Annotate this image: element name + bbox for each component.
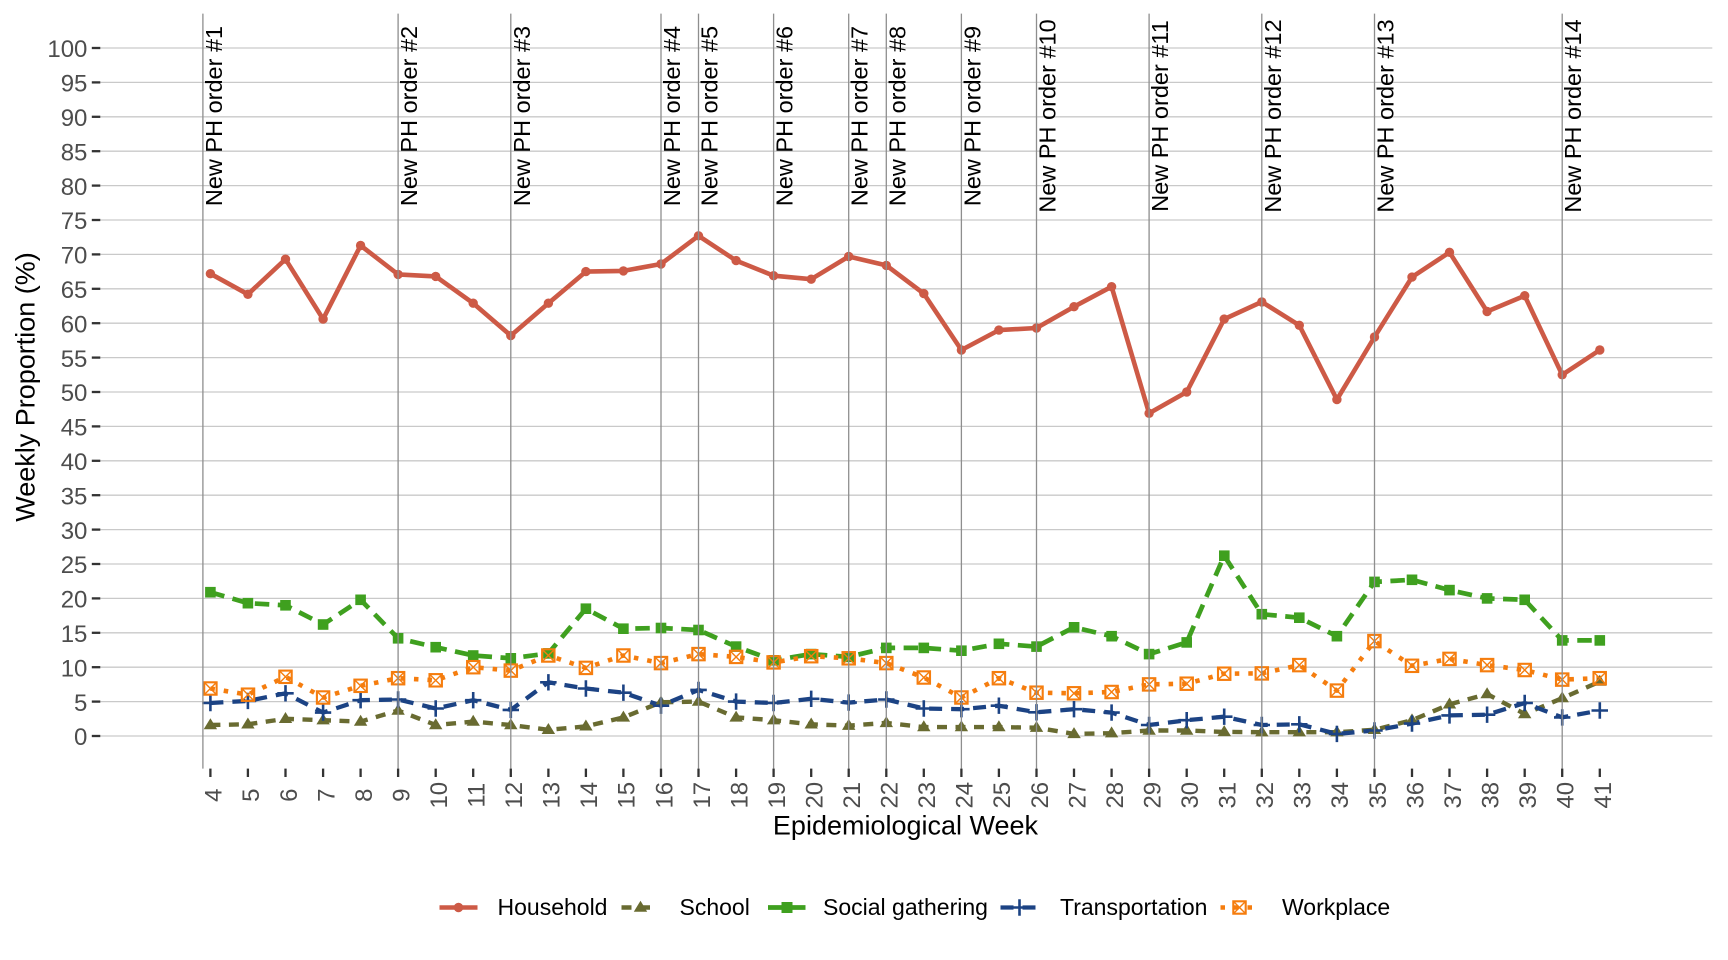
svg-text:37: 37 xyxy=(1440,782,1467,809)
svg-text:Workplace: Workplace xyxy=(1282,894,1390,920)
svg-text:70: 70 xyxy=(61,243,88,270)
svg-text:41: 41 xyxy=(1590,782,1617,809)
svg-text:75: 75 xyxy=(61,208,88,235)
svg-text:10: 10 xyxy=(61,655,88,682)
svg-text:40: 40 xyxy=(1553,782,1580,809)
svg-text:New PH order #1: New PH order #1 xyxy=(201,26,227,206)
svg-text:12: 12 xyxy=(501,782,528,809)
svg-text:New PH order #10: New PH order #10 xyxy=(1035,19,1061,212)
svg-text:28: 28 xyxy=(1102,782,1129,809)
svg-text:Household: Household xyxy=(498,894,608,920)
svg-text:9: 9 xyxy=(388,789,415,802)
svg-text:29: 29 xyxy=(1139,782,1166,809)
svg-text:17: 17 xyxy=(689,782,716,809)
svg-text:85: 85 xyxy=(61,139,88,166)
svg-text:0: 0 xyxy=(74,724,87,751)
svg-text:65: 65 xyxy=(61,277,88,304)
svg-text:30: 30 xyxy=(1177,782,1204,809)
svg-text:New PH order #5: New PH order #5 xyxy=(697,26,723,206)
svg-text:15: 15 xyxy=(614,782,641,809)
svg-text:18: 18 xyxy=(726,782,753,809)
svg-text:10: 10 xyxy=(426,782,453,809)
svg-text:Epidemiological Week: Epidemiological Week xyxy=(773,811,1039,841)
svg-text:Weekly Proportion (%): Weekly Proportion (%) xyxy=(11,252,41,522)
svg-text:New PH order #13: New PH order #13 xyxy=(1373,19,1399,212)
svg-text:31: 31 xyxy=(1215,782,1242,809)
svg-text:New PH order #6: New PH order #6 xyxy=(772,26,798,206)
svg-text:20: 20 xyxy=(802,782,829,809)
svg-text:New PH order #2: New PH order #2 xyxy=(396,26,422,206)
svg-text:38: 38 xyxy=(1477,782,1504,809)
svg-text:New PH order #3: New PH order #3 xyxy=(509,26,535,206)
svg-text:New PH order #11: New PH order #11 xyxy=(1147,20,1173,212)
svg-text:30: 30 xyxy=(61,518,88,545)
svg-text:New PH order #12: New PH order #12 xyxy=(1260,19,1286,212)
svg-text:13: 13 xyxy=(539,782,566,809)
svg-text:22: 22 xyxy=(877,782,904,809)
svg-text:55: 55 xyxy=(61,346,88,373)
svg-text:80: 80 xyxy=(61,174,88,201)
svg-text:60: 60 xyxy=(61,311,88,338)
svg-text:20: 20 xyxy=(61,587,88,614)
svg-text:15: 15 xyxy=(61,621,88,648)
svg-text:35: 35 xyxy=(61,483,88,510)
svg-text:90: 90 xyxy=(61,105,88,132)
svg-text:New PH order #9: New PH order #9 xyxy=(959,26,985,206)
svg-text:45: 45 xyxy=(61,415,88,442)
svg-text:32: 32 xyxy=(1252,782,1279,809)
svg-text:19: 19 xyxy=(764,782,791,809)
svg-text:36: 36 xyxy=(1402,782,1429,809)
svg-text:11: 11 xyxy=(464,783,491,808)
svg-text:New PH order #8: New PH order #8 xyxy=(884,26,910,206)
svg-text:5: 5 xyxy=(74,690,87,717)
svg-text:27: 27 xyxy=(1064,782,1091,809)
svg-text:School: School xyxy=(680,894,750,920)
svg-text:25: 25 xyxy=(989,782,1016,809)
svg-text:23: 23 xyxy=(914,782,941,809)
svg-text:Social gathering: Social gathering xyxy=(823,894,988,920)
svg-text:39: 39 xyxy=(1515,782,1542,809)
svg-text:95: 95 xyxy=(61,71,88,98)
svg-text:7: 7 xyxy=(313,789,340,802)
svg-text:16: 16 xyxy=(651,782,678,809)
svg-text:New PH order #4: New PH order #4 xyxy=(659,26,685,206)
svg-text:6: 6 xyxy=(276,789,303,802)
svg-text:24: 24 xyxy=(952,782,979,809)
svg-text:34: 34 xyxy=(1327,782,1354,809)
svg-text:14: 14 xyxy=(576,782,603,809)
svg-text:33: 33 xyxy=(1290,782,1317,809)
svg-text:New PH order #7: New PH order #7 xyxy=(847,26,873,206)
svg-text:8: 8 xyxy=(351,789,378,802)
svg-text:25: 25 xyxy=(61,552,88,579)
svg-text:5: 5 xyxy=(238,789,265,802)
svg-text:Transportation: Transportation xyxy=(1060,894,1207,920)
svg-text:50: 50 xyxy=(61,380,88,407)
svg-text:35: 35 xyxy=(1365,782,1392,809)
svg-text:New PH order #14: New PH order #14 xyxy=(1560,19,1586,212)
svg-text:26: 26 xyxy=(1027,782,1054,809)
svg-text:21: 21 xyxy=(839,782,866,809)
svg-text:100: 100 xyxy=(47,36,87,63)
svg-text:4: 4 xyxy=(201,789,228,802)
svg-text:40: 40 xyxy=(61,449,88,476)
